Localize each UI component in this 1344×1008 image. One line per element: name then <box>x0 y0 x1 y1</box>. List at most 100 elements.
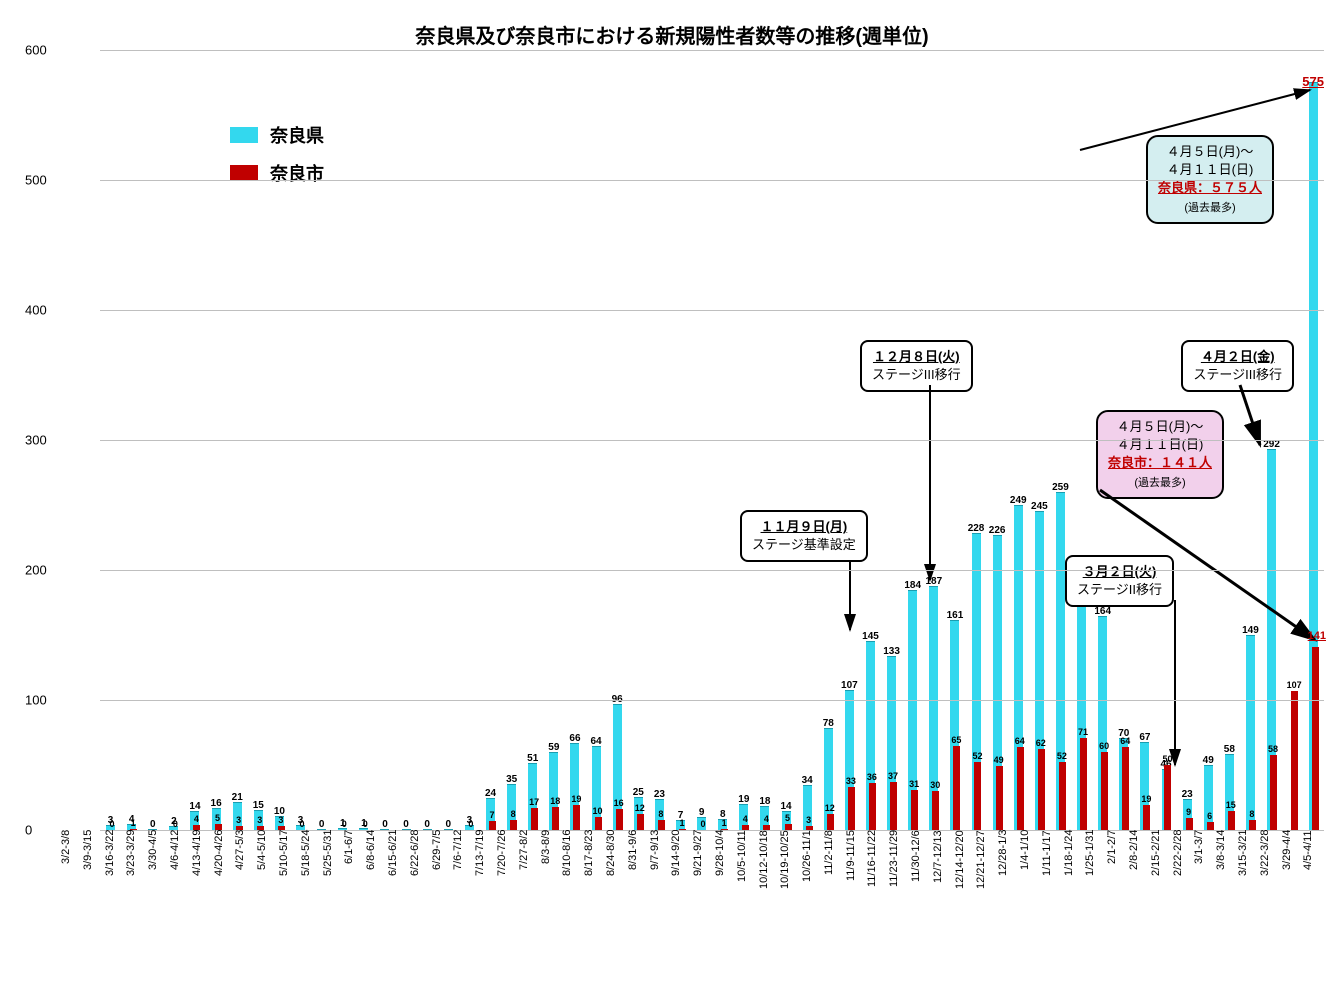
bar-value-pref: 187 <box>925 576 942 587</box>
bar-city: 107 <box>1291 691 1298 830</box>
y-tick-label: 500 <box>25 173 1319 188</box>
bar-city: 52 <box>1059 762 1066 830</box>
bar-value-pref: 184 <box>904 580 921 591</box>
x-tick-label: 3/9-3/15 <box>82 830 104 950</box>
bar-city: 141 <box>1312 647 1319 830</box>
bar-value-pref: 149 <box>1242 625 1259 636</box>
bar-city: 64 <box>1122 747 1129 830</box>
bar-value-pref: 259 <box>1052 482 1069 493</box>
peak-label-city: 141 <box>1308 630 1326 642</box>
y-tick-label: 400 <box>25 303 1319 318</box>
bar-value-city: 52 <box>1057 751 1067 761</box>
bar-city: 52 <box>974 762 981 830</box>
bar-value-city: 107 <box>1287 680 1302 690</box>
x-tick-label: 1/4-1/10 <box>1019 830 1041 950</box>
x-tick-label: 3/29-4/4 <box>1281 830 1303 950</box>
bar-value-pref: 133 <box>883 646 900 657</box>
callout-city-peak: ４月５日(月)～ ４月１１日(日) 奈良市：１４１人 (過去最多) <box>1096 410 1224 499</box>
bar-value-pref: 107 <box>841 680 858 691</box>
x-tick-label: 12/14-12/20 <box>954 830 976 950</box>
bar-value-pref: 226 <box>989 525 1006 536</box>
x-tick-label: 9/21-9/27 <box>692 830 714 950</box>
x-tick-label: 4/27-5/3 <box>234 830 256 950</box>
x-tick-label: 6/29-7/5 <box>431 830 453 950</box>
bar-value-pref: 78 <box>823 718 834 729</box>
bar-value-city: 8 <box>658 809 663 819</box>
bar-city: 49 <box>996 766 1003 830</box>
peak-label-pref: 575 <box>1302 74 1324 89</box>
x-tick-label: 4/20-4/26 <box>213 830 235 950</box>
x-tick-label: 8/31-9/6 <box>627 830 649 950</box>
x-tick-label: 7/27-8/2 <box>518 830 540 950</box>
bar-value-city: 12 <box>635 803 645 813</box>
x-tick-label: 3/8-3/14 <box>1215 830 1237 950</box>
bar-value-pref: 58 <box>1224 744 1235 755</box>
bar-value-city: 37 <box>888 771 898 781</box>
bar-value-city: 64 <box>1015 736 1025 746</box>
x-tick-label: 10/26-11/1 <box>801 830 823 950</box>
x-tick-label: 6/22-6/28 <box>409 830 431 950</box>
callout-dec8: １２月８日(火) ステージIII移行 <box>860 340 973 392</box>
x-tick-label: 5/4-5/10 <box>256 830 278 950</box>
bar-value-pref: 25 <box>633 787 644 798</box>
bar-value-pref: 19 <box>738 794 749 805</box>
bar-value-pref: 249 <box>1010 495 1027 506</box>
bar-value-city: 10 <box>593 806 603 816</box>
bar-value-city: 62 <box>1036 738 1046 748</box>
chart-container: 奈良県及び奈良市における新規陽性者数等の推移(週単位) 304102014416… <box>20 20 1324 988</box>
bar-value-city: 64 <box>1120 736 1130 746</box>
x-tick-label: 12/7-12/13 <box>932 830 954 950</box>
bar-value-pref: 23 <box>1182 789 1193 800</box>
bar-value-city: 65 <box>951 735 961 745</box>
plot-area: 3041020144165213153103300101000003024735… <box>60 50 1324 830</box>
x-tick-label: 1/11-1/17 <box>1041 830 1063 950</box>
bar-value-pref: 161 <box>947 610 964 621</box>
bar-city: 64 <box>1017 747 1024 830</box>
x-tick-label: 10/12-10/18 <box>758 830 780 950</box>
bar-value-city: 60 <box>1099 741 1109 751</box>
bar-pref: 149 <box>1246 635 1255 830</box>
bar-value-city: 52 <box>972 751 982 761</box>
x-tick-label: 11/23-11/29 <box>888 830 910 950</box>
x-tick-label: 2/22-2/28 <box>1172 830 1194 950</box>
x-tick-label: 4/13-4/19 <box>191 830 213 950</box>
x-tick-label: 4/5-4/11 <box>1302 830 1324 950</box>
bar-value-city: 71 <box>1078 727 1088 737</box>
x-tick-label: 8/17-8/23 <box>583 830 605 950</box>
x-tick-label: 3/1-3/7 <box>1193 830 1215 950</box>
y-tick-label: 100 <box>25 693 1319 708</box>
bar-value-city: 12 <box>825 803 835 813</box>
bar-value-pref: 15 <box>253 800 264 811</box>
bar-city: 62 <box>1038 749 1045 830</box>
x-tick-label: 3/16-3/22 <box>104 830 126 950</box>
callout-nov9: １１月９日(月) ステージ基準設定 <box>740 510 868 562</box>
x-tick-label: 3/30-4/5 <box>147 830 169 950</box>
x-tick-label: 1/25-1/31 <box>1084 830 1106 950</box>
legend: 奈良県 奈良市 <box>210 100 344 208</box>
x-tick-label: 11/16-11/22 <box>866 830 888 950</box>
x-tick-label: 9/14-9/20 <box>670 830 692 950</box>
bar-value-pref: 16 <box>211 798 222 809</box>
x-tick-label: 2/8-2/14 <box>1128 830 1150 950</box>
x-tick-label: 7/20-7/26 <box>496 830 518 950</box>
x-tick-label: 6/15-6/21 <box>387 830 409 950</box>
bar-value-city: 58 <box>1268 744 1278 754</box>
bar-value-pref: 64 <box>591 736 602 747</box>
x-tick-label: 9/7-9/13 <box>649 830 671 950</box>
bar-value-pref: 66 <box>569 733 580 744</box>
legend-pref: 奈良県 <box>230 122 324 148</box>
legend-swatch-pref <box>230 127 258 143</box>
bar-value-pref: 51 <box>527 753 538 764</box>
x-tick-label: 8/24-8/30 <box>605 830 627 950</box>
bar-value-city: 49 <box>994 755 1004 765</box>
y-tick-label: 300 <box>25 433 1319 448</box>
x-tick-label: 6/1-6/7 <box>343 830 365 950</box>
callout-apr2: ４月２日(金) ステージIII移行 <box>1181 340 1294 392</box>
x-tick-label: 1/18-1/24 <box>1063 830 1085 950</box>
bar-value-pref: 23 <box>654 789 665 800</box>
bar-value-pref: 164 <box>1094 606 1111 617</box>
x-tick-label: 12/21-12/27 <box>975 830 997 950</box>
bar-value-pref: 49 <box>1203 755 1214 766</box>
bar-value-city: 19 <box>571 794 581 804</box>
bar-value-city: 15 <box>1226 800 1236 810</box>
